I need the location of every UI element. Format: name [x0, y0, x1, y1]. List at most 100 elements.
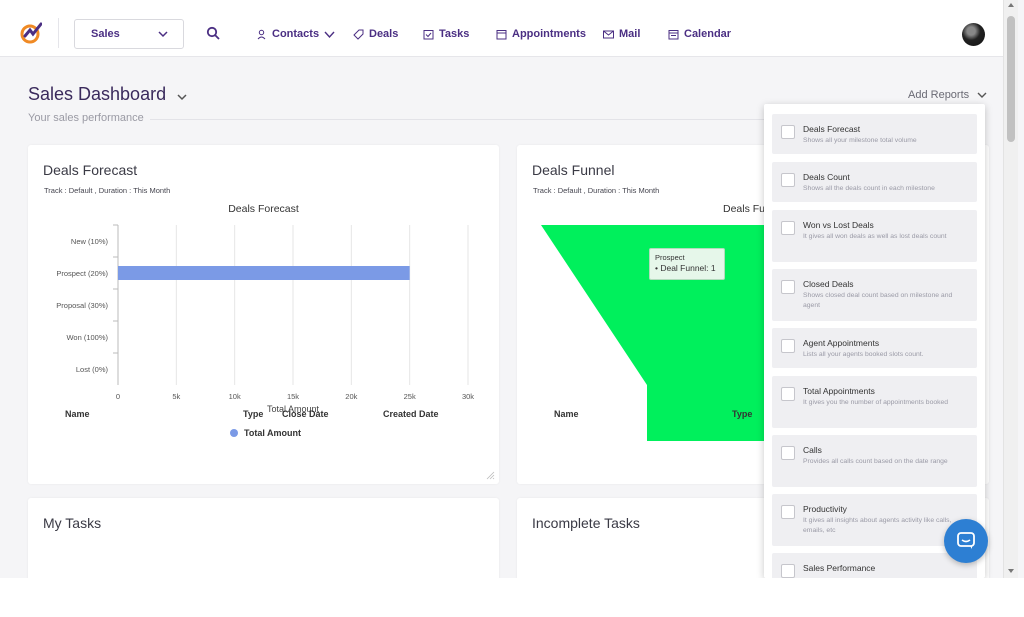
tooltip-stage: Prospect	[655, 253, 685, 262]
report-option-description: Shows closed deal count based on milesto…	[803, 292, 953, 309]
header-divider	[150, 119, 985, 120]
x-tick-label: 15k	[287, 392, 299, 401]
report-option-description: Shows all the deals count in each milest…	[803, 185, 935, 192]
card-meta: Track : Default , Duration : This Month	[44, 186, 171, 195]
contact-icon	[257, 29, 266, 39]
module-select-value: Sales	[91, 28, 120, 40]
top-navbar: Sales Contacts Deals Tasks Appointments …	[0, 0, 1003, 57]
report-checkbox[interactable]	[781, 564, 795, 578]
nav-appointments[interactable]: Appointments	[496, 27, 586, 41]
brand-logo[interactable]	[20, 22, 42, 44]
report-option-description: Provides all calls count based on the da…	[803, 458, 948, 465]
nav-divider	[58, 18, 59, 48]
report-option-name: Closed Deals	[803, 279, 854, 289]
scrollbar-thumb[interactable]	[1007, 16, 1015, 142]
report-checkbox[interactable]	[781, 173, 795, 187]
report-option[interactable]: Calls Provides all calls count based on t…	[772, 435, 977, 487]
mail-icon	[603, 30, 614, 38]
chart-title: Deals Fu	[723, 203, 766, 215]
avatar[interactable]	[962, 23, 985, 46]
y-tick-label: Lost (0%)	[76, 365, 109, 374]
column-header[interactable]: Name	[65, 409, 90, 419]
report-checkbox[interactable]	[781, 280, 795, 294]
chevron-down-icon	[177, 93, 187, 100]
y-tick-label: Won (100%)	[66, 333, 108, 342]
chat-icon	[957, 532, 975, 549]
report-option[interactable]: Deals Forecast Shows all your milestone t…	[772, 114, 977, 154]
app-root: Sales Contacts Deals Tasks Appointments …	[0, 0, 1018, 578]
nav-calendar-label: Calendar	[684, 28, 732, 40]
resize-handle-icon[interactable]	[485, 470, 495, 480]
report-option-description: It gives all won deals as well as lost d…	[803, 233, 947, 240]
nav-calendar[interactable]: Calendar	[668, 27, 731, 41]
page-subtitle: Your sales performance	[28, 112, 144, 124]
scroll-up-icon[interactable]	[1008, 3, 1014, 7]
nav-tasks-label: Tasks	[439, 28, 470, 40]
report-option[interactable]: Total Appointments It gives you the numbe…	[772, 376, 977, 428]
card-title: Deals Funnel	[532, 162, 615, 178]
nav-mail-label: Mail	[619, 28, 641, 40]
legend-label: Total Amount	[244, 428, 301, 438]
x-tick-label: 25k	[404, 392, 416, 401]
chat-button[interactable]	[944, 519, 988, 563]
card-meta: Track : Default , Duration : This Month	[533, 186, 660, 195]
column-header[interactable]: Name	[554, 409, 579, 419]
chart-tooltip: Prospect • Deal Funnel: 1	[649, 248, 725, 280]
chart-title: Deals Forecast	[228, 203, 299, 215]
report-option[interactable]: Sales Performance	[772, 553, 977, 578]
report-option-name: Won vs Lost Deals	[803, 220, 874, 230]
report-checkbox[interactable]	[781, 505, 795, 519]
report-checkbox[interactable]	[781, 339, 795, 353]
chart-legend[interactable]: Total Amount	[230, 428, 301, 438]
report-option-name: Total Appointments	[803, 386, 875, 396]
nav-tasks[interactable]: Tasks	[423, 27, 469, 41]
report-option[interactable]: Productivity It gives all insights about …	[772, 494, 977, 546]
page-title[interactable]: Sales Dashboard	[28, 84, 188, 105]
y-tick-label: New (10%)	[71, 237, 109, 246]
bar-prospect[interactable]	[118, 266, 410, 280]
report-checkbox[interactable]	[781, 387, 795, 401]
column-header[interactable]: Type	[732, 409, 753, 419]
report-option[interactable]: Won vs Lost Deals It gives all won deals …	[772, 210, 977, 262]
scroll-down-icon[interactable]	[1008, 569, 1014, 573]
tag-icon	[353, 29, 364, 40]
page-title-text: Sales Dashboard	[28, 84, 167, 104]
nav-contacts[interactable]: Contacts	[256, 27, 335, 41]
page-scrollbar[interactable]	[1003, 0, 1018, 578]
search-icon[interactable]	[206, 26, 220, 40]
add-reports-button[interactable]: Add Reports	[908, 89, 987, 101]
add-reports-dropdown: Deals Forecast Shows all your milestone t…	[764, 104, 985, 578]
x-tick-label: 20k	[345, 392, 357, 401]
report-checkbox[interactable]	[781, 125, 795, 139]
report-option[interactable]: Deals Count Shows all the deals count in …	[772, 162, 977, 202]
appointments-icon	[496, 29, 507, 39]
report-checkbox[interactable]	[781, 221, 795, 235]
chevron-down-icon	[158, 31, 168, 38]
report-option-description: It gives you the number of appointments …	[803, 399, 949, 406]
y-tick-label: Proposal (30%)	[56, 301, 108, 310]
report-option[interactable]: Closed Deals Shows closed deal count base…	[772, 269, 977, 321]
report-option-name: Agent Appointments	[803, 338, 880, 348]
card-title: Incomplete Tasks	[532, 515, 640, 531]
forecast-chart: 0 5k 10k 15k 20k 25k 30k New (10%) Prospect (20%…	[56, 224, 474, 414]
chevron-down-icon	[324, 31, 335, 38]
module-select[interactable]: Sales	[74, 19, 184, 49]
report-option-description: Lists all your agents booked slots count…	[803, 351, 924, 358]
column-header[interactable]: Created Date	[383, 409, 439, 419]
calendar-icon	[668, 29, 679, 39]
x-tick-label: 0	[116, 392, 120, 401]
report-option-name: Deals Forecast	[803, 124, 861, 134]
report-option-name: Deals Count	[803, 172, 850, 182]
column-header[interactable]: Type	[243, 409, 264, 419]
nav-mail[interactable]: Mail	[603, 27, 640, 41]
report-option-description: Shows all your milestone total volume	[803, 137, 917, 144]
task-icon	[423, 29, 434, 39]
card-title: My Tasks	[43, 515, 102, 531]
x-tick-label: 10k	[229, 392, 241, 401]
report-checkbox[interactable]	[781, 446, 795, 460]
column-header[interactable]: Close Date	[282, 409, 329, 419]
nav-deals[interactable]: Deals	[353, 27, 398, 41]
report-option-name: Calls	[803, 445, 822, 455]
report-option[interactable]: Agent Appointments Lists all your agents …	[772, 328, 977, 368]
report-option-name: Sales Performance	[803, 563, 876, 573]
